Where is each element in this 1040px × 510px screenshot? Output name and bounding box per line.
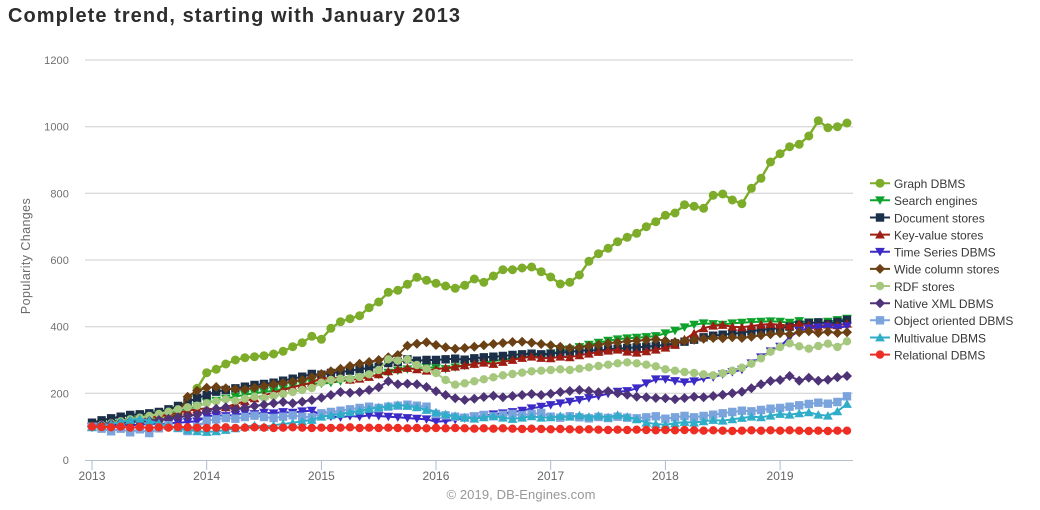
svg-text:Search engines: Search engines — [894, 194, 977, 208]
svg-text:Wide column stores: Wide column stores — [894, 263, 999, 277]
svg-text:© 2019, DB-Engines.com: © 2019, DB-Engines.com — [446, 487, 595, 502]
svg-text:400: 400 — [50, 322, 69, 334]
svg-text:Graph DBMS: Graph DBMS — [894, 177, 965, 191]
svg-text:2017: 2017 — [537, 469, 564, 483]
svg-text:600: 600 — [50, 255, 69, 267]
svg-text:2016: 2016 — [422, 469, 449, 483]
svg-text:Document stores: Document stores — [894, 211, 985, 225]
svg-text:800: 800 — [50, 188, 69, 200]
svg-text:1200: 1200 — [44, 55, 69, 67]
svg-text:2014: 2014 — [193, 469, 220, 483]
svg-text:Relational DBMS: Relational DBMS — [894, 348, 985, 362]
svg-text:Popularity Changes: Popularity Changes — [19, 198, 33, 314]
svg-text:2018: 2018 — [652, 469, 679, 483]
svg-text:2019: 2019 — [767, 469, 794, 483]
svg-text:Key-value stores: Key-value stores — [894, 228, 983, 242]
svg-text:Native XML DBMS: Native XML DBMS — [894, 297, 994, 311]
svg-text:Object oriented DBMS: Object oriented DBMS — [894, 314, 1013, 328]
svg-text:Time Series DBMS: Time Series DBMS — [894, 246, 996, 260]
svg-text:Multivalue DBMS: Multivalue DBMS — [894, 331, 986, 345]
svg-text:1000: 1000 — [44, 122, 69, 134]
svg-text:0: 0 — [63, 455, 69, 467]
svg-text:RDF stores: RDF stores — [894, 280, 955, 294]
svg-text:200: 200 — [50, 388, 69, 400]
svg-text:2013: 2013 — [78, 469, 105, 483]
svg-text:2015: 2015 — [308, 469, 335, 483]
